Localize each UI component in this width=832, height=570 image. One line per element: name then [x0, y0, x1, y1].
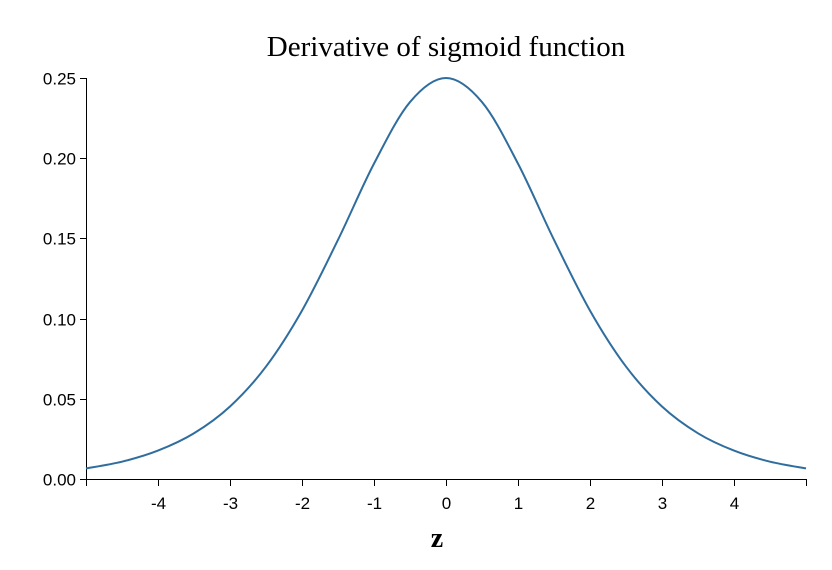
y-tick-label: 0.20	[43, 150, 76, 169]
x-tick-label: -4	[151, 494, 166, 513]
x-tick-label: 0	[442, 494, 451, 513]
y-tick-label: 0.15	[43, 230, 76, 249]
series-line	[85, 76, 807, 470]
x-axis: -4 -3 -2 -1 0 1 2 3 4	[86, 479, 807, 513]
y-tick-label: 0.25	[43, 70, 76, 89]
x-tick-label: -2	[295, 494, 310, 513]
x-tick-label: 4	[730, 494, 739, 513]
x-tick-label: 3	[658, 494, 667, 513]
y-tick-label: 0.05	[43, 391, 76, 410]
x-tick-label: -1	[367, 494, 382, 513]
x-tick-label: -3	[223, 494, 238, 513]
chart-title: Derivative of sigmoid function	[267, 31, 626, 63]
x-tick-label: 2	[586, 494, 595, 513]
y-axis: 0.00 0.05 0.10 0.15 0.20 0.25	[43, 70, 87, 490]
x-axis-label: z	[431, 523, 443, 554]
y-tick-label: 0.00	[43, 471, 76, 490]
x-tick-label: 1	[514, 494, 523, 513]
y-tick-label: 0.10	[43, 311, 76, 330]
